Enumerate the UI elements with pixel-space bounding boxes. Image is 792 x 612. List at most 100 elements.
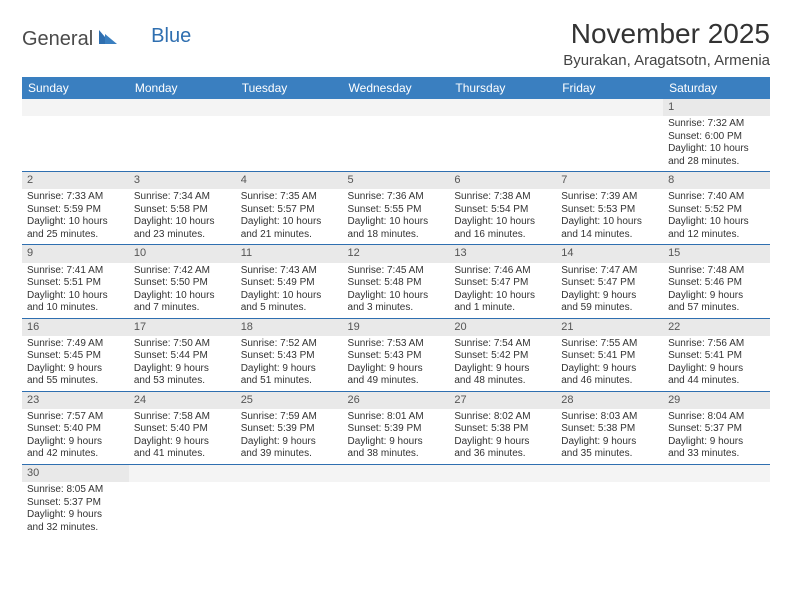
daylight-text: and 25 minutes. <box>27 229 124 242</box>
sunrise-text: Sunrise: 7:53 AM <box>348 338 445 351</box>
daylight-text: Daylight: 10 hours <box>241 216 338 229</box>
daylight-text: and 21 minutes. <box>241 229 338 242</box>
calendar-cell: 14Sunrise: 7:47 AMSunset: 5:47 PMDayligh… <box>556 245 663 318</box>
logo: General Blue <box>22 18 191 51</box>
sunrise-text: Sunrise: 8:02 AM <box>454 411 551 424</box>
daylight-text: Daylight: 10 hours <box>134 216 231 229</box>
sunrise-text: Sunrise: 7:45 AM <box>348 265 445 278</box>
day-number: 23 <box>22 392 129 409</box>
sunset-text: Sunset: 5:58 PM <box>134 204 231 217</box>
calendar-cell <box>236 99 343 172</box>
day-number: 11 <box>236 245 343 262</box>
calendar-cell: 30Sunrise: 8:05 AMSunset: 5:37 PMDayligh… <box>22 464 129 537</box>
sunset-text: Sunset: 5:54 PM <box>454 204 551 217</box>
location: Byurakan, Aragatsotn, Armenia <box>563 52 770 69</box>
daylight-text: and 7 minutes. <box>134 302 231 315</box>
calendar-cell <box>556 99 663 172</box>
sunset-text: Sunset: 5:46 PM <box>668 277 765 290</box>
calendar-cell: 29Sunrise: 8:04 AMSunset: 5:37 PMDayligh… <box>663 391 770 464</box>
calendar-cell: 3Sunrise: 7:34 AMSunset: 5:58 PMDaylight… <box>129 172 236 245</box>
daylight-text: Daylight: 9 hours <box>241 363 338 376</box>
calendar-cell: 5Sunrise: 7:36 AMSunset: 5:55 PMDaylight… <box>343 172 450 245</box>
day-number: 17 <box>129 319 236 336</box>
daylight-text: Daylight: 9 hours <box>561 436 658 449</box>
day-number: 21 <box>556 319 663 336</box>
calendar-cell: 18Sunrise: 7:52 AMSunset: 5:43 PMDayligh… <box>236 318 343 391</box>
calendar-cell: 28Sunrise: 8:03 AMSunset: 5:38 PMDayligh… <box>556 391 663 464</box>
day-number-blank <box>343 465 450 482</box>
day-details: Sunrise: 7:57 AMSunset: 5:40 PMDaylight:… <box>22 409 129 464</box>
day-number-blank <box>129 99 236 116</box>
day-number: 22 <box>663 319 770 336</box>
sunset-text: Sunset: 5:44 PM <box>134 350 231 363</box>
day-number-blank <box>236 99 343 116</box>
sunrise-text: Sunrise: 8:03 AM <box>561 411 658 424</box>
daylight-text: Daylight: 9 hours <box>561 363 658 376</box>
day-details: Sunrise: 7:54 AMSunset: 5:42 PMDaylight:… <box>449 336 556 391</box>
day-number: 27 <box>449 392 556 409</box>
day-number: 13 <box>449 245 556 262</box>
daylight-text: Daylight: 9 hours <box>27 363 124 376</box>
daylight-text: and 46 minutes. <box>561 375 658 388</box>
day-details: Sunrise: 7:40 AMSunset: 5:52 PMDaylight:… <box>663 189 770 244</box>
calendar-week-row: 2Sunrise: 7:33 AMSunset: 5:59 PMDaylight… <box>22 172 770 245</box>
sunset-text: Sunset: 5:52 PM <box>668 204 765 217</box>
daylight-text: Daylight: 9 hours <box>348 436 445 449</box>
weekday-header-row: Sunday Monday Tuesday Wednesday Thursday… <box>22 77 770 99</box>
day-number: 10 <box>129 245 236 262</box>
sunrise-text: Sunrise: 8:05 AM <box>27 484 124 497</box>
day-details: Sunrise: 7:55 AMSunset: 5:41 PMDaylight:… <box>556 336 663 391</box>
day-details: Sunrise: 7:45 AMSunset: 5:48 PMDaylight:… <box>343 263 450 318</box>
sunrise-text: Sunrise: 7:36 AM <box>348 191 445 204</box>
sunrise-text: Sunrise: 7:54 AM <box>454 338 551 351</box>
weekday-header: Monday <box>129 77 236 99</box>
calendar-cell <box>129 99 236 172</box>
daylight-text: and 42 minutes. <box>27 448 124 461</box>
sunset-text: Sunset: 5:59 PM <box>27 204 124 217</box>
day-details: Sunrise: 8:04 AMSunset: 5:37 PMDaylight:… <box>663 409 770 464</box>
daylight-text: and 44 minutes. <box>668 375 765 388</box>
sunrise-text: Sunrise: 7:40 AM <box>668 191 765 204</box>
daylight-text: Daylight: 10 hours <box>27 216 124 229</box>
daylight-text: and 14 minutes. <box>561 229 658 242</box>
sunset-text: Sunset: 5:38 PM <box>454 423 551 436</box>
day-details: Sunrise: 7:33 AMSunset: 5:59 PMDaylight:… <box>22 189 129 244</box>
day-number: 16 <box>22 319 129 336</box>
sunset-text: Sunset: 5:41 PM <box>668 350 765 363</box>
daylight-text: and 39 minutes. <box>241 448 338 461</box>
daylight-text: and 55 minutes. <box>27 375 124 388</box>
calendar-cell <box>22 99 129 172</box>
sunset-text: Sunset: 5:43 PM <box>241 350 338 363</box>
calendar-cell <box>236 464 343 537</box>
daylight-text: Daylight: 10 hours <box>348 290 445 303</box>
sunrise-text: Sunrise: 7:39 AM <box>561 191 658 204</box>
calendar-cell: 1Sunrise: 7:32 AMSunset: 6:00 PMDaylight… <box>663 99 770 172</box>
daylight-text: Daylight: 9 hours <box>668 363 765 376</box>
calendar-week-row: 23Sunrise: 7:57 AMSunset: 5:40 PMDayligh… <box>22 391 770 464</box>
day-number: 6 <box>449 172 556 189</box>
day-number: 30 <box>22 465 129 482</box>
sunrise-text: Sunrise: 7:56 AM <box>668 338 765 351</box>
sunrise-text: Sunrise: 7:59 AM <box>241 411 338 424</box>
daylight-text: and 3 minutes. <box>348 302 445 315</box>
sunset-text: Sunset: 5:41 PM <box>561 350 658 363</box>
daylight-text: Daylight: 9 hours <box>561 290 658 303</box>
calendar-cell: 7Sunrise: 7:39 AMSunset: 5:53 PMDaylight… <box>556 172 663 245</box>
header: General Blue November 2025 Byurakan, Ara… <box>22 18 770 69</box>
day-number: 9 <box>22 245 129 262</box>
calendar-cell: 20Sunrise: 7:54 AMSunset: 5:42 PMDayligh… <box>449 318 556 391</box>
weekday-header: Friday <box>556 77 663 99</box>
sunrise-text: Sunrise: 7:49 AM <box>27 338 124 351</box>
day-number-blank <box>556 465 663 482</box>
day-details: Sunrise: 7:59 AMSunset: 5:39 PMDaylight:… <box>236 409 343 464</box>
sunset-text: Sunset: 5:50 PM <box>134 277 231 290</box>
day-details: Sunrise: 7:38 AMSunset: 5:54 PMDaylight:… <box>449 189 556 244</box>
calendar-week-row: 9Sunrise: 7:41 AMSunset: 5:51 PMDaylight… <box>22 245 770 318</box>
day-number-blank <box>343 99 450 116</box>
day-details: Sunrise: 7:47 AMSunset: 5:47 PMDaylight:… <box>556 263 663 318</box>
sunrise-text: Sunrise: 7:47 AM <box>561 265 658 278</box>
sunset-text: Sunset: 5:55 PM <box>348 204 445 217</box>
sunrise-text: Sunrise: 7:42 AM <box>134 265 231 278</box>
sunrise-text: Sunrise: 7:58 AM <box>134 411 231 424</box>
day-number: 5 <box>343 172 450 189</box>
